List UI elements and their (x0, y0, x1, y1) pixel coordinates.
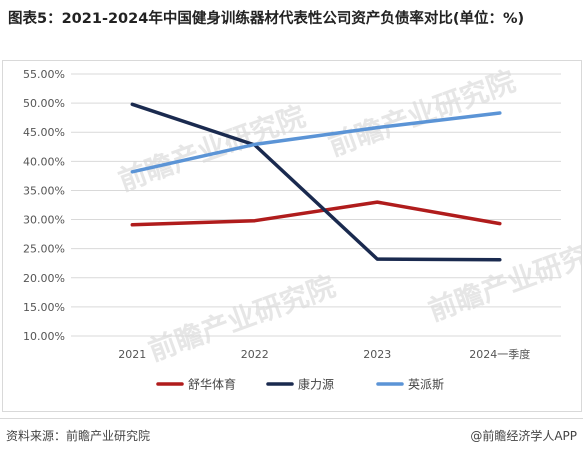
footer: 资料来源：前瞻产业研究院 @前瞻经济学人APP (0, 418, 583, 452)
y-tick-label: 30.00% (23, 214, 65, 227)
series-lines (130, 102, 502, 262)
y-tick-label: 15.00% (23, 301, 65, 314)
y-tick-label: 25.00% (23, 243, 65, 256)
y-tick-label: 45.00% (23, 126, 65, 139)
y-tick-label: 35.00% (23, 184, 65, 197)
watermark-text: 前瞻产业研究院 (424, 230, 581, 328)
series-line (130, 111, 502, 174)
series-line (130, 102, 502, 262)
y-tick-label: 55.00% (23, 68, 65, 81)
credit-text: @前瞻经济学人APP (470, 429, 577, 443)
legend-label: 英派斯 (408, 378, 444, 392)
legend-label: 舒华体育 (188, 377, 236, 392)
chart-frame: 前瞻产业研究院 前瞻产业研究院 前瞻产业研究院 前瞻产业研究院 10.00% 15.00… (2, 60, 582, 412)
y-tick-label: 10.00% (23, 330, 65, 343)
x-tick-label: 2023 (363, 348, 391, 361)
legend: 舒华体育 康力源 英派斯 (156, 377, 444, 392)
x-tick-label: 2024一季度 (469, 347, 530, 361)
y-tick-label: 20.00% (23, 272, 65, 285)
series-line (130, 200, 502, 227)
grid-lines (71, 73, 561, 337)
x-tick-label: 2022 (241, 348, 269, 361)
watermark-text: 前瞻产业研究院 (114, 100, 309, 198)
x-axis: 2021 2022 2023 2024一季度 (118, 347, 530, 361)
y-axis: 10.00% 15.00% 20.00% 25.00% 30.00% 35.00% 40.0… (23, 68, 65, 343)
chart-title: 图表5：2021-2024年中国健身训练器材代表性公司资产负债率对比(单位：%) (8, 11, 525, 27)
legend-label: 康力源 (298, 377, 334, 392)
source-note: 资料来源：前瞻产业研究院 (6, 429, 151, 443)
y-tick-label: 40.00% (23, 155, 65, 168)
x-tick-label: 2021 (118, 348, 146, 361)
y-tick-label: 50.00% (23, 97, 65, 110)
